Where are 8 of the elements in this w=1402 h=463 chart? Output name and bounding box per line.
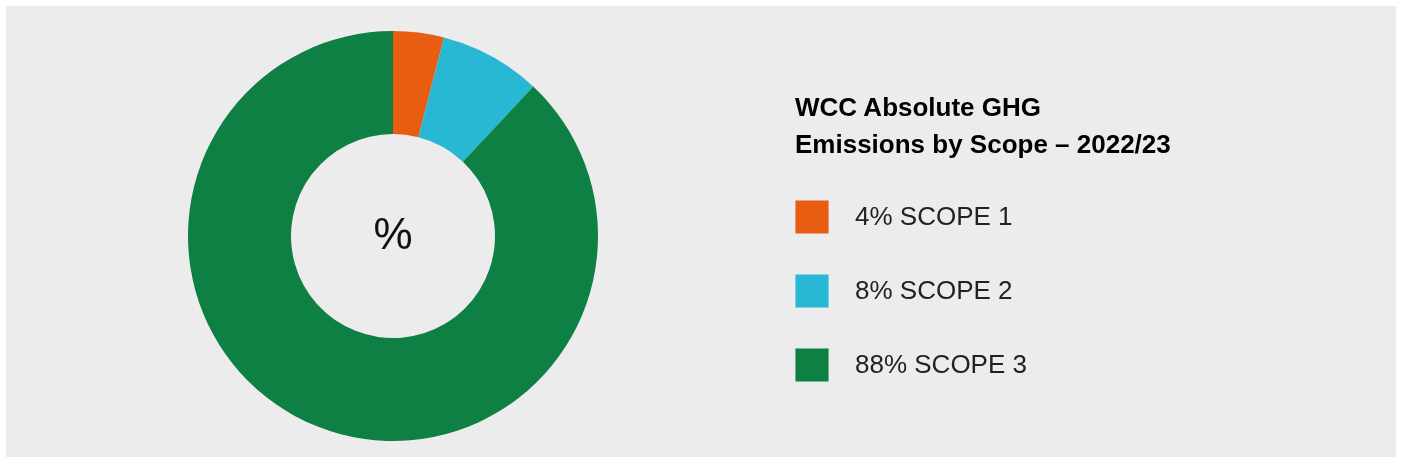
text: % <box>373 209 413 258</box>
legend-label: 8% SCOPE 2 <box>855 275 1013 305</box>
donut-slice <box>418 37 534 162</box>
donut-slice <box>393 31 444 138</box>
text: WCC Absolute GHG Emissions by Scope – 2022/23 <box>795 92 1171 159</box>
legend-label: 4% SCOPE 1 <box>855 201 1013 231</box>
donut-slice <box>188 31 598 441</box>
legend-label: 88% SCOPE 3 <box>855 349 1027 379</box>
